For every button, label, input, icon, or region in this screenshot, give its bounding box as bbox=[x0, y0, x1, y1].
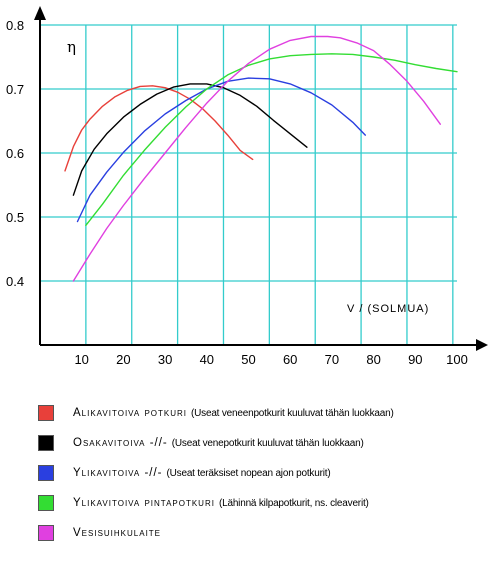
x-tick-label: 90 bbox=[408, 352, 422, 367]
legend-swatch bbox=[38, 525, 54, 541]
x-tick-label: 20 bbox=[116, 352, 130, 367]
y-tick-label: 0.7 bbox=[6, 82, 24, 97]
legend-item: Alikavitoiva potkuri (Useat veneenpotkur… bbox=[38, 405, 498, 421]
y-tick-label: 0.5 bbox=[6, 210, 24, 225]
legend-note: (Useat venepotkurit kuuluvat tähän luokk… bbox=[171, 437, 364, 449]
y-tick-label: 0.8 bbox=[6, 18, 24, 33]
x-tick-label: 80 bbox=[366, 352, 380, 367]
x-axis-arrow bbox=[476, 339, 488, 351]
legend-swatch bbox=[38, 435, 54, 451]
legend-swatch bbox=[38, 465, 54, 481]
efficiency-chart: 10 20 30 40 50 60 70 80 90 100 0.4 0.5 0.6 0.7 0.8 η V… bbox=[6, 6, 488, 367]
legend: Alikavitoiva potkuri (Useat veneenpotkur… bbox=[38, 405, 498, 555]
legend-name: Ylikavitoiva pintapotkuri bbox=[73, 497, 215, 509]
axes bbox=[34, 6, 488, 351]
legend-note: (Useat teräksiset nopean ajon potkurit) bbox=[166, 467, 331, 479]
series-line-1 bbox=[64, 85, 254, 172]
legend-name: Osakavitoiva -//- bbox=[73, 437, 168, 449]
series-line-5 bbox=[72, 35, 441, 282]
y-tick-label: 0.6 bbox=[6, 146, 24, 161]
legend-note: (Lähinnä kilpapotkurit, ns. cleaverit) bbox=[218, 497, 369, 509]
series-line-3 bbox=[76, 77, 366, 223]
y-axis-label: η bbox=[67, 38, 76, 56]
y-axis-arrow bbox=[34, 6, 46, 20]
legend-name: Ylikavitoiva -//- bbox=[73, 467, 163, 479]
x-axis-label: V / (SOLMUA) bbox=[347, 303, 429, 315]
x-tick-label: 100 bbox=[446, 352, 468, 367]
grid-lines bbox=[40, 24, 457, 345]
x-tick-label: 40 bbox=[200, 352, 214, 367]
legend-swatch bbox=[38, 495, 54, 511]
x-tick-label: 60 bbox=[283, 352, 297, 367]
series-line-2 bbox=[72, 83, 308, 196]
legend-swatch bbox=[38, 405, 54, 421]
legend-item: Osakavitoiva -//- (Useat venepotkurit ku… bbox=[38, 435, 498, 451]
x-tick-label: 30 bbox=[158, 352, 172, 367]
legend-item: Vesisuihkulaite bbox=[38, 525, 498, 541]
y-tick-label: 0.4 bbox=[6, 274, 24, 289]
x-tick-label: 10 bbox=[74, 352, 88, 367]
legend-name: Alikavitoiva potkuri bbox=[73, 407, 187, 419]
series-line-4 bbox=[85, 53, 458, 227]
x-tick-label: 50 bbox=[241, 352, 255, 367]
legend-note: (Useat veneenpotkurit kuuluvat tähän luo… bbox=[191, 407, 394, 419]
series-lines bbox=[64, 35, 458, 282]
x-tick-label: 70 bbox=[325, 352, 339, 367]
legend-item: Ylikavitoiva -//- (Useat teräksiset nope… bbox=[38, 465, 498, 481]
legend-item: Ylikavitoiva pintapotkuri (Lähinnä kilpa… bbox=[38, 495, 498, 511]
legend-name: Vesisuihkulaite bbox=[73, 527, 162, 539]
tick-labels: 10 20 30 40 50 60 70 80 90 100 0.4 0.5 0.6 0.7 0.8 bbox=[6, 18, 468, 367]
